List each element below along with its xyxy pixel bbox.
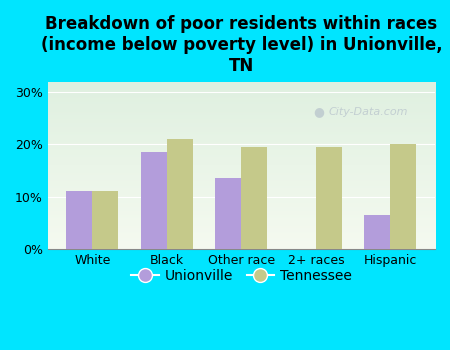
Bar xyxy=(141,152,167,249)
Bar xyxy=(364,215,390,249)
Text: ●: ● xyxy=(313,105,324,118)
Bar xyxy=(215,178,241,249)
Legend: Unionville, Tennessee: Unionville, Tennessee xyxy=(126,264,357,289)
Bar xyxy=(390,145,416,249)
Bar xyxy=(241,147,267,249)
Text: City-Data.com: City-Data.com xyxy=(328,107,408,117)
Title: Breakdown of poor residents within races
(income below poverty level) in Unionvi: Breakdown of poor residents within races… xyxy=(40,15,442,75)
Bar xyxy=(316,147,342,249)
Bar xyxy=(66,191,92,249)
Bar xyxy=(167,139,193,249)
Bar xyxy=(92,191,118,249)
